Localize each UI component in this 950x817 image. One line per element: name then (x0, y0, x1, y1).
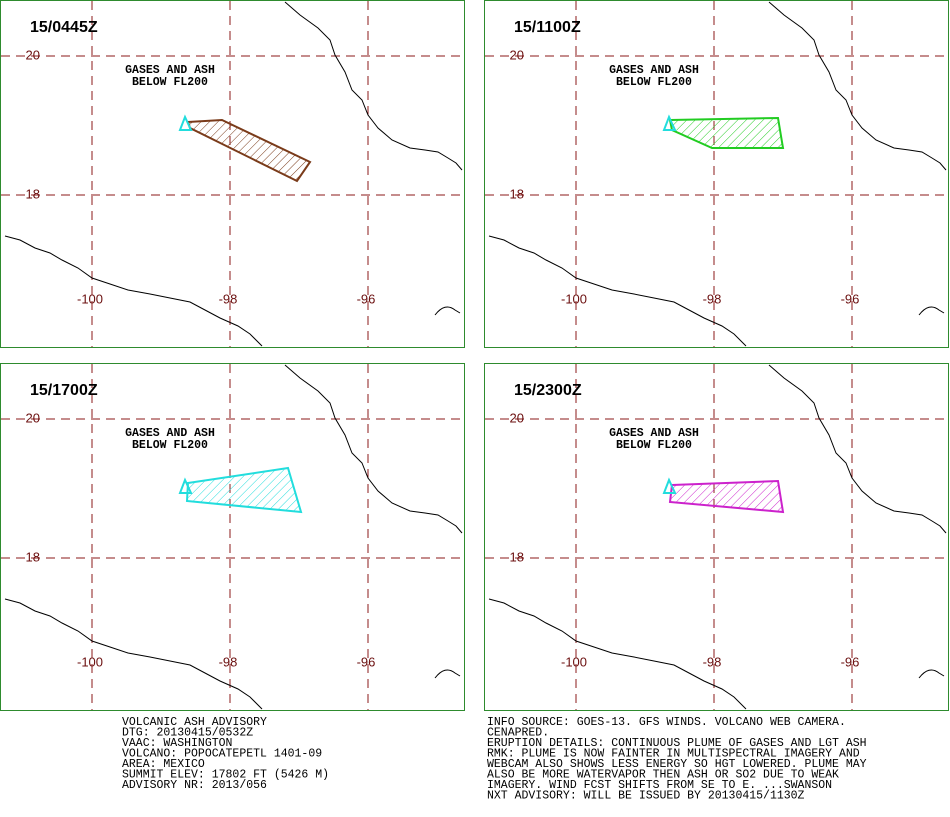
panel-border (0, 0, 465, 348)
map-panel: 15/0445Z 20 18 -100 -98 -96 GASES AND ASHBELOW… (0, 0, 465, 348)
advisory-line: VAAC: WASHINGTON (122, 737, 232, 750)
ash-plume (668, 479, 785, 514)
lat-label: 20 (510, 47, 524, 62)
coastline (4, 235, 263, 347)
coastline (488, 598, 747, 710)
map-panel: 15/2300Z 20 18 -100 -98 -96 GASES AND ASHBELOW… (484, 363, 949, 711)
advisory-line: VOLCANIC ASH ADVISORY (122, 716, 267, 729)
volcano-symbol (662, 477, 677, 494)
lon-label: -100 (77, 654, 103, 669)
plume-annotation: GASES AND ASH (125, 64, 215, 77)
lat-label: 20 (26, 410, 40, 425)
lon-label: -100 (561, 291, 587, 306)
lon-label: -98 (219, 654, 238, 669)
plume-annotation: GASES AND ASH (609, 427, 699, 440)
lat-label: 20 (26, 47, 40, 62)
advisory-line: IMAGERY. WIND FCST SHIFTS FROM SE TO E. … (487, 779, 832, 792)
panel-border (484, 0, 949, 348)
ash-plume (668, 116, 785, 149)
plume-annotation: BELOW FL200 (616, 76, 692, 89)
panel-time: 15/2300Z (514, 382, 582, 399)
plume-annotation: BELOW FL200 (616, 439, 692, 452)
ash-plume (186, 118, 312, 183)
coastline (284, 1, 463, 171)
ash-plume (185, 466, 303, 514)
advisory-line: CENAPRED. (487, 727, 549, 740)
advisory-line: SUMMIT ELEV: 17802 FT (5426 M) (122, 769, 329, 782)
volcano-symbol (178, 477, 193, 494)
panel-time: 15/0445Z (30, 19, 98, 36)
lat-label: 20 (510, 410, 524, 425)
panel-time: 15/1700Z (30, 382, 98, 399)
volcano-symbol (662, 114, 677, 131)
advisory-line: VOLCANO: POPOCATEPETL 1401-09 (122, 748, 322, 761)
advisory-line: AREA: MEXICO (122, 758, 205, 771)
panel-border (0, 363, 465, 711)
advisory-line: WEBCAM ALSO SHOWS LESS ENERGY SO HGT LOW… (487, 758, 867, 771)
advisory-line: DTG: 20130415/0532Z (122, 727, 253, 740)
coastline (918, 669, 945, 679)
lon-label: -96 (357, 654, 376, 669)
plume-annotation: GASES AND ASH (609, 64, 699, 77)
map-panel: 15/1100Z 20 18 -100 -98 -96 GASES AND ASHBELOW… (484, 0, 949, 348)
panel-time: 15/1100Z (514, 19, 581, 36)
coastline (918, 306, 945, 316)
plume-annotation: BELOW FL200 (132, 439, 208, 452)
lon-label: -98 (703, 654, 722, 669)
coastline (434, 669, 461, 679)
volcano-symbol (178, 114, 193, 131)
advisory-line: ALSO BE MORE WATERVAPOR THEN ASH OR SO2 … (487, 769, 839, 782)
lon-label: -96 (841, 654, 860, 669)
lon-label: -100 (77, 291, 103, 306)
lat-label: 18 (26, 549, 40, 564)
coastline (434, 306, 461, 316)
panel-border (484, 363, 949, 711)
coastline (768, 364, 947, 534)
map-panel: 15/1700Z 20 18 -100 -98 -96 GASES AND ASHBELOW… (0, 363, 465, 711)
plume-annotation: GASES AND ASH (125, 427, 215, 440)
coastline (284, 364, 463, 534)
advisory-line: ERUPTION DETAILS: CONTINUOUS PLUME OF GA… (487, 737, 867, 750)
advisory-line: INFO SOURCE: GOES-13. GFS WINDS. VOLCANO… (487, 716, 846, 729)
coastline (768, 1, 947, 171)
lon-label: -96 (357, 291, 376, 306)
advisory-line: ADVISORY NR: 2013/056 (122, 779, 267, 792)
lon-label: -98 (703, 291, 722, 306)
lat-label: 18 (510, 549, 524, 564)
lon-label: -98 (219, 291, 238, 306)
lon-label: -96 (841, 291, 860, 306)
lat-label: 18 (510, 186, 524, 201)
lat-label: 18 (26, 186, 40, 201)
coastline (488, 235, 747, 347)
coastline (4, 598, 263, 710)
advisory-line: NXT ADVISORY: WILL BE ISSUED BY 20130415… (487, 790, 805, 803)
plume-annotation: BELOW FL200 (132, 76, 208, 89)
advisory-line: RMK: PLUME IS NOW FAINTER IN MULTISPECTR… (487, 748, 860, 761)
lon-label: -100 (561, 654, 587, 669)
